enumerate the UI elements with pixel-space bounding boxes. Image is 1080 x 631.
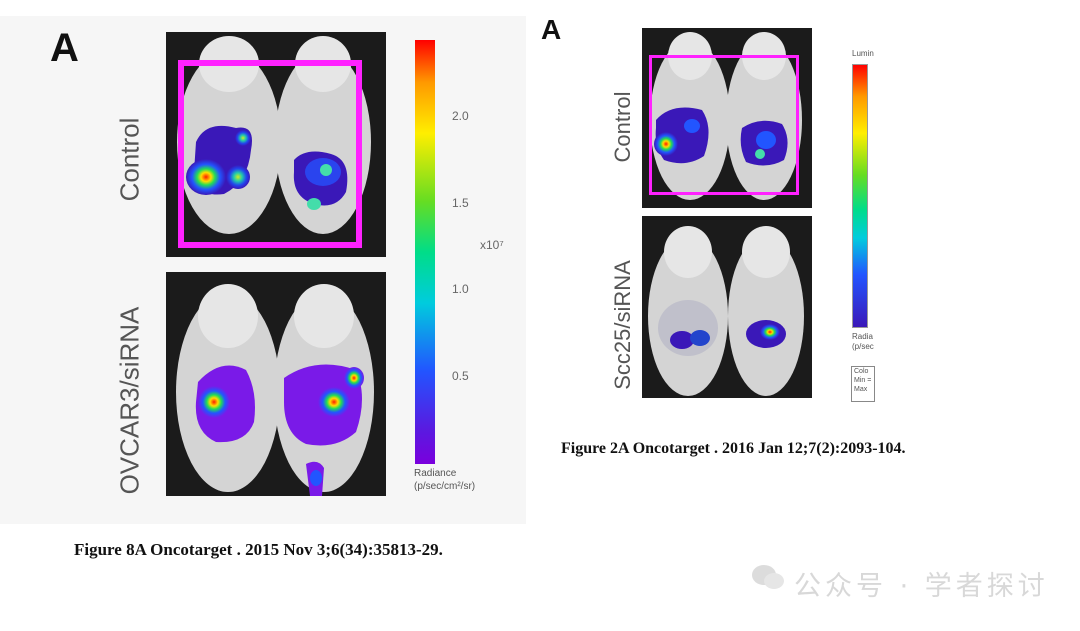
watermark-text: 公众号 · 学者探讨 (794, 571, 1049, 602)
colorbar-multiplier: x10⁷ (480, 238, 504, 252)
bioluminescence-image-control (166, 32, 386, 257)
bioluminescence-image-siRNA (642, 216, 812, 398)
left-figure-caption: Figure 8A Oncotarget . 2015 Nov 3;6(34):… (74, 540, 443, 559)
legend-line: Min = (854, 377, 872, 384)
colorbar-tick: 1.5 (452, 196, 469, 210)
colorbar-unit-label: Radia (852, 332, 873, 341)
right-figure-panel: A Control Scc25/siRNA (533, 14, 875, 444)
colorbar-unit-label: Radiance (414, 468, 457, 479)
colorbar-top-label: Lumin (852, 49, 874, 58)
colorbar-right (852, 64, 868, 328)
legend-line: Max (854, 386, 868, 393)
right-panel-letter: A (541, 14, 562, 45)
left-row-label-siRNA: OVCAR3/siRNA (114, 306, 145, 495)
legend-line: Colo (854, 368, 869, 375)
colorbar-legend-box: Colo Min = Max (851, 366, 875, 402)
right-figure-caption: Figure 2A Oncotarget . 2016 Jan 12;7(2):… (561, 440, 906, 457)
colorbar-left (415, 40, 435, 464)
left-panel-letter: A (50, 26, 79, 70)
left-figure-panel: A Control OVCAR3/siRNA (0, 16, 526, 524)
colorbar-tick: 0.5 (452, 369, 469, 383)
colorbar-unit: (p/sec/cm²/sr) (414, 481, 476, 492)
right-row-label-siRNA: Scc25/siRNA (610, 260, 635, 390)
bioluminescence-image-siRNA (166, 272, 386, 496)
colorbar-unit: (p/sec (852, 342, 874, 351)
wechat-icon (750, 560, 786, 596)
colorbar-tick: 2.0 (452, 109, 469, 123)
highlight-box-control (649, 55, 799, 195)
left-row-label-control: Control (114, 117, 145, 202)
right-row-label-control: Control (610, 91, 635, 163)
colorbar-tick: 1.0 (452, 282, 469, 296)
highlight-box-control (178, 60, 362, 248)
bioluminescence-image-control (642, 28, 812, 208)
